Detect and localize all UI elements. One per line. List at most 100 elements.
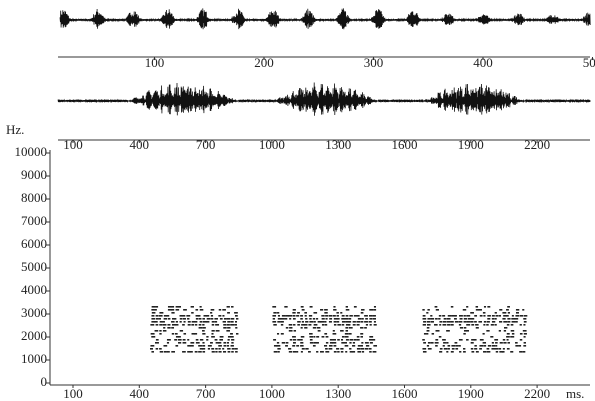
spectrogram-cell	[333, 324, 337, 326]
spectrogram-cell	[198, 318, 202, 320]
spectrogram-cell	[288, 348, 292, 350]
spectrogram-cell	[235, 321, 238, 323]
spectrogram-cell	[510, 336, 515, 338]
spectrogram-cell	[321, 318, 325, 320]
spectrogram-cell	[190, 342, 195, 344]
spectrogram-cell	[231, 342, 234, 344]
spectrogram-cell	[332, 339, 337, 341]
x-tick-label: 400	[473, 55, 493, 70]
spectrogram-cell	[434, 306, 438, 308]
x-tick-label: 2200	[524, 137, 550, 152]
spectrogram-cell	[300, 318, 303, 320]
spectrogram-cell	[430, 318, 435, 320]
spectrogram-cell	[352, 321, 356, 323]
spectrogram-cell	[506, 348, 510, 350]
spectrogram-cell	[515, 315, 520, 317]
spectrogram-cell	[312, 318, 316, 320]
spectrogram-cell	[178, 306, 182, 308]
spectrogram-cell	[223, 345, 227, 347]
spectrogram-cell	[357, 315, 360, 317]
spectrogram-cell	[211, 321, 215, 323]
spectrogram-cell	[324, 309, 328, 311]
spectrogram-cell	[423, 333, 427, 335]
spectrogram-cell	[499, 342, 503, 344]
spectrogram-cell	[360, 348, 365, 350]
spectrogram-cell	[183, 333, 187, 335]
spectrogram-cell	[345, 327, 349, 329]
spectrogram-cell	[352, 324, 356, 326]
spectrogram-cell	[195, 315, 200, 317]
spectrogram-cell	[313, 336, 316, 338]
spectrogram-cell	[357, 351, 361, 353]
x-tick-label: 1600	[392, 386, 418, 401]
spectrogram-cell	[454, 318, 457, 320]
spectrogram-cell	[369, 351, 372, 353]
spectrogram-cell	[272, 318, 276, 320]
spectrogram-cell	[284, 306, 288, 308]
spectrogram-cell	[159, 312, 164, 314]
spectrogram-cell	[316, 327, 321, 329]
spectrogram-cell	[373, 321, 376, 323]
spectrogram-cell	[155, 315, 159, 317]
spectrogram-cell	[507, 306, 510, 308]
spectrogram-cell	[344, 318, 349, 320]
spectrogram-cell	[190, 306, 194, 308]
spectrogram-cell	[470, 342, 474, 344]
spectrogram-cell	[450, 351, 454, 353]
spectrogram-cell	[277, 315, 281, 317]
spectrogram-cell	[276, 342, 280, 344]
spectrogram-cell	[479, 348, 482, 350]
spectrogram-cell	[443, 318, 447, 320]
spectrogram-cell	[190, 351, 193, 353]
spectrogram-cell	[502, 312, 507, 314]
spectrogram-cell	[361, 309, 365, 311]
spectrogram-cell	[211, 336, 215, 338]
spectrogram-cell	[195, 318, 199, 320]
spectrogram-cell	[471, 351, 475, 353]
spectrogram-cell	[297, 324, 300, 326]
spectrogram-cell	[455, 348, 459, 350]
spectrogram-cell	[316, 342, 319, 344]
spectrogram-cell	[162, 324, 167, 326]
spectrogram-cell	[368, 321, 372, 323]
spectrogram-cell	[227, 321, 231, 323]
spectrogram-cell	[199, 306, 202, 308]
spectrogram-cell	[356, 324, 360, 326]
spectrogram-cell	[171, 321, 175, 323]
spectrogram-cell	[344, 336, 349, 338]
spectrogram-cell	[178, 342, 182, 344]
spectrogram-cell	[285, 345, 288, 347]
x-tick-label: 400	[130, 386, 150, 401]
spectrogram-cell	[215, 342, 220, 344]
spectrogram-cell	[230, 345, 234, 347]
spectrogram-cell	[474, 339, 477, 341]
spectrogram-cell	[309, 306, 313, 308]
spectrogram-cell	[458, 324, 462, 326]
spectrogram-cell	[515, 342, 518, 344]
spectrogram-cell	[171, 351, 176, 353]
spectrogram-cell	[288, 324, 293, 326]
spectrogram-cell	[198, 324, 202, 326]
spectrogram-cell	[434, 324, 438, 326]
spectrogram-cell	[151, 306, 156, 308]
spectrogram-cell	[483, 345, 487, 347]
spectrogram-cell	[463, 318, 467, 320]
spectrogram-cell	[285, 327, 289, 329]
spectrogram-cell	[296, 345, 300, 347]
spectrogram-cell	[340, 330, 344, 332]
spectrogram-cell	[340, 348, 344, 350]
spectrogram-cell	[360, 345, 363, 347]
spectrogram-cell	[183, 309, 187, 311]
spectrogram-cell	[214, 339, 218, 341]
spectrogram-cell	[194, 333, 198, 335]
spectrogram-cell	[510, 330, 515, 332]
spectrogram-cell	[463, 333, 466, 335]
spectrogram-cell	[325, 342, 329, 344]
spectrogram-cell	[494, 318, 497, 320]
spectrogram-cell	[167, 327, 171, 329]
spectrogram-cell	[356, 348, 361, 350]
spectrogram-cell	[179, 330, 184, 332]
spectrogram-cell	[360, 327, 364, 329]
spectrogram-cell	[503, 342, 507, 344]
spectrogram-cell	[186, 315, 191, 317]
